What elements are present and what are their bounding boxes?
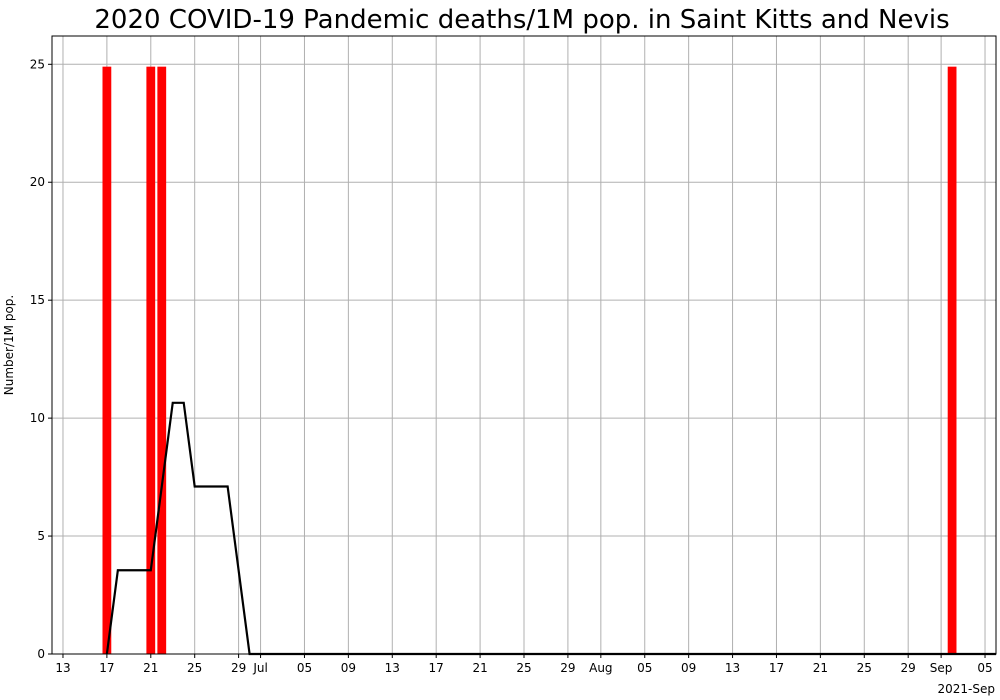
bar xyxy=(157,66,167,654)
x-tick-label: 13 xyxy=(725,661,740,675)
x-tick-label: 21 xyxy=(813,661,828,675)
x-axis: 13 17 21 25 29 Jul 05 09 13 17 21 25 29 Aug 05 09 13 17 21… xyxy=(55,654,993,675)
x-tick-label: 21 xyxy=(472,661,487,675)
x-tick-label: 17 xyxy=(429,661,444,675)
x-tick-label: 09 xyxy=(681,661,696,675)
moving-average-line xyxy=(105,401,996,656)
x-tick-label: 13 xyxy=(385,661,400,675)
x-tick-label: 05 xyxy=(637,661,652,675)
x-tick-label: 25 xyxy=(516,661,531,675)
x-tick-label: 05 xyxy=(977,661,992,675)
x-tick-label: Sep xyxy=(930,661,953,675)
x-tick-label: 29 xyxy=(560,661,575,675)
x-tick-label: 29 xyxy=(901,661,916,675)
x-tick-label: 17 xyxy=(769,661,784,675)
line-series xyxy=(105,401,996,656)
x-axis-corner-label: 2021-Sep xyxy=(938,682,996,696)
x-tick-label: 29 xyxy=(231,661,246,675)
x-tick-label: 25 xyxy=(857,661,872,675)
x-tick-label: 21 xyxy=(143,661,158,675)
x-tick-label: Aug xyxy=(589,661,612,675)
x-tick-label: 25 xyxy=(187,661,202,675)
x-tick-label: 17 xyxy=(99,661,114,675)
y-tick-label: 15 xyxy=(30,293,45,307)
chart-title: 2020 COVID-19 Pandemic deaths/1M pop. in… xyxy=(94,5,949,35)
y-tick-label: 10 xyxy=(30,411,45,425)
y-tick-label: 5 xyxy=(37,529,45,543)
y-tick-label: 20 xyxy=(30,175,45,189)
grid-lines xyxy=(52,36,996,655)
y-tick-label: 0 xyxy=(37,647,45,661)
y-axis-label: Number/1M pop. xyxy=(2,295,16,395)
x-tick-label: 05 xyxy=(297,661,312,675)
bar-series xyxy=(102,66,957,654)
y-axis: 0 5 10 15 20 25 xyxy=(30,57,52,661)
x-tick-label: Jul xyxy=(252,661,267,675)
y-tick-label: 25 xyxy=(30,57,45,71)
bar xyxy=(947,66,957,654)
x-tick-label: 09 xyxy=(341,661,356,675)
bar xyxy=(102,66,112,654)
x-tick-label: 13 xyxy=(55,661,70,675)
bar xyxy=(146,66,156,654)
